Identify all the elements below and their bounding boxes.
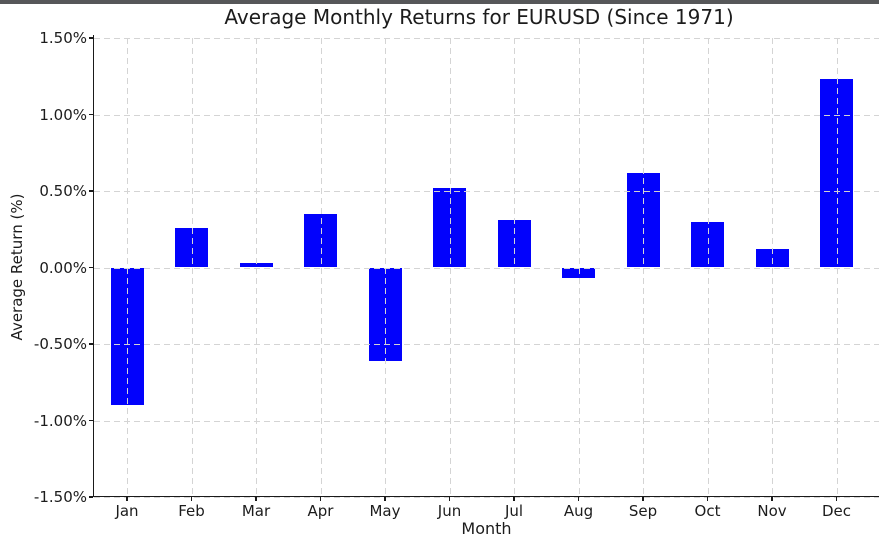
x-gridline [256,38,257,497]
y-tick [88,419,93,422]
y-tick [88,266,93,269]
y-gridline [94,497,879,498]
y-gridline [94,114,879,116]
x-gridline [320,38,322,497]
x-tick-label: Oct [694,502,721,520]
x-gridline [707,38,709,497]
x-tick-label: Feb [178,502,205,520]
x-gridline [191,38,193,497]
y-gridline [94,38,879,39]
x-tick-label: Sep [628,502,658,520]
x-tick [190,497,193,501]
x-gridline [578,38,580,497]
x-tick-label: Dec [821,502,852,520]
x-tick-label: Jun [437,502,462,520]
x-tick-label: May [369,502,401,520]
y-tick-label: -1.50% [33,488,87,506]
x-gridline [772,38,773,497]
x-tick [255,497,257,501]
y-gridline [94,344,879,345]
y-axis-spine [92,35,94,497]
x-gridline [514,38,515,497]
x-tick-label: Jul [504,502,524,520]
x-tick-label: Apr [307,502,334,520]
y-gridline [94,267,879,269]
y-gridline [94,191,879,192]
y-tick-label: 0.00% [39,258,87,277]
y-tick-label: 1.00% [39,105,87,124]
x-tick-label: Jan [115,502,139,520]
x-axis-spine [92,495,879,497]
window-edge-strip [0,0,879,4]
x-tick-label: Nov [757,502,787,520]
x-tick [642,497,644,501]
y-tick [88,113,93,116]
x-tick [706,497,709,501]
y-gridline [94,420,879,422]
x-gridline [127,38,128,497]
y-tick [88,496,93,498]
y-tick-label: -0.50% [33,335,87,353]
x-tick [319,497,322,501]
x-gridline [836,38,838,497]
y-tick [88,37,93,39]
x-tick [448,497,451,501]
x-tick [513,497,515,501]
x-tick-label: Mar [241,502,271,520]
x-axis-label: Month [461,519,512,538]
y-tick [88,190,93,192]
y-tick [88,343,93,345]
x-tick-label: Aug [563,502,594,520]
y-tick-label: 1.50% [39,29,87,47]
x-tick [126,497,128,501]
x-gridline [449,38,451,497]
x-tick [577,497,580,501]
x-gridline [643,38,644,497]
x-tick [771,497,773,501]
x-tick [835,497,838,501]
x-gridline [385,38,386,497]
y-tick-label: -1.00% [33,411,87,430]
x-tick [384,497,386,501]
chart-title: Average Monthly Returns for EURUSD (Sinc… [224,5,734,29]
y-tick-label: 0.50% [39,182,87,200]
